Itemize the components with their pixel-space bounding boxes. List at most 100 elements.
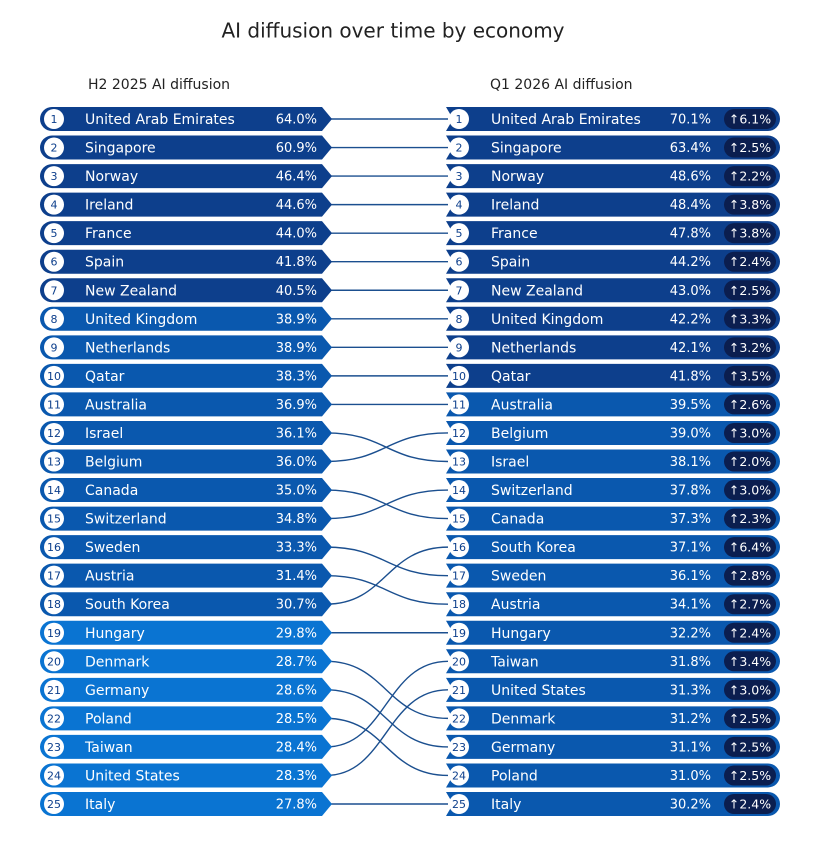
rank: 24 <box>47 769 61 782</box>
rank: 21 <box>452 684 466 697</box>
connector <box>325 717 449 777</box>
change: ↑2.4% <box>729 797 771 812</box>
rank: 5 <box>456 227 463 240</box>
country: France <box>491 226 538 242</box>
country: Netherlands <box>491 340 576 356</box>
rank-badge <box>44 651 64 672</box>
connector <box>325 660 449 720</box>
value: 60.9% <box>276 141 317 156</box>
value: 42.2% <box>670 312 711 327</box>
rank-badge <box>449 679 469 700</box>
change: ↑3.0% <box>729 682 771 697</box>
rank-badge <box>449 365 469 386</box>
rank: 4 <box>456 199 463 212</box>
rank: 16 <box>452 541 466 554</box>
country: Denmark <box>491 711 556 727</box>
change: ↑3.0% <box>729 425 771 440</box>
connector <box>325 489 449 520</box>
rank-badge <box>449 622 469 643</box>
value: 40.5% <box>276 284 317 299</box>
change: ↑2.4% <box>729 625 771 640</box>
row-bar <box>40 221 332 246</box>
row-bar <box>40 763 332 788</box>
rank-badge <box>449 166 469 187</box>
rank-badge <box>449 451 469 472</box>
value: 27.8% <box>276 798 317 813</box>
rank: 15 <box>452 513 466 526</box>
row-bar <box>446 478 780 503</box>
country: Sweden <box>491 569 546 585</box>
country: Israel <box>85 426 123 442</box>
country: Italy <box>491 797 521 813</box>
change: ↑2.3% <box>729 511 771 526</box>
country: United Kingdom <box>491 312 603 328</box>
rank: 25 <box>452 798 466 811</box>
rank-badge <box>449 765 469 786</box>
rank-badge <box>44 537 64 558</box>
rank: 23 <box>452 741 466 754</box>
connector <box>325 660 449 748</box>
change-badge <box>724 166 776 187</box>
row-bar <box>446 535 780 560</box>
change: ↑2.5% <box>729 711 771 726</box>
rank-badge <box>44 137 64 158</box>
row-bar <box>446 506 780 531</box>
value: 64.0% <box>276 113 317 128</box>
change: ↑3.3% <box>729 311 771 326</box>
country: Norway <box>85 169 138 185</box>
country: South Korea <box>491 540 576 556</box>
value: 39.0% <box>670 426 711 441</box>
rank-badge <box>449 280 469 301</box>
value: 38.3% <box>276 369 317 384</box>
row-bar <box>40 734 332 759</box>
rank: 11 <box>452 398 466 411</box>
value: 33.3% <box>276 541 317 556</box>
rank-badge <box>449 594 469 615</box>
rank: 13 <box>47 456 61 469</box>
title: AI diffusion over time by economy <box>221 19 564 43</box>
rank: 20 <box>452 655 466 668</box>
value: 31.2% <box>670 712 711 727</box>
country: Taiwan <box>84 740 133 756</box>
row-bar <box>40 335 332 360</box>
change-badge <box>724 394 776 415</box>
row-bar <box>40 306 332 331</box>
rank: 8 <box>456 313 463 326</box>
row-bar <box>446 135 780 160</box>
rank: 15 <box>47 513 61 526</box>
row-bar <box>446 592 780 617</box>
country: Belgium <box>491 426 548 442</box>
row-bar <box>446 221 780 246</box>
value: 63.4% <box>670 141 711 156</box>
row-bar <box>40 677 332 702</box>
rank-badge <box>44 594 64 615</box>
row-bar <box>40 535 332 560</box>
change-badge <box>724 651 776 672</box>
country: United States <box>85 768 180 784</box>
country: United Kingdom <box>85 312 197 328</box>
rank: 22 <box>47 712 61 725</box>
rank: 22 <box>452 712 466 725</box>
country: United States <box>491 683 586 699</box>
rank: 25 <box>47 798 61 811</box>
change: ↑3.5% <box>729 368 771 383</box>
row-bar <box>40 592 332 617</box>
rank: 10 <box>452 370 466 383</box>
value: 31.0% <box>670 769 711 784</box>
country: Ireland <box>491 198 539 214</box>
country: Germany <box>491 740 555 756</box>
value: 28.4% <box>276 740 317 755</box>
rank: 7 <box>456 284 463 297</box>
rank-badge <box>449 651 469 672</box>
country: Norway <box>491 169 544 185</box>
value: 36.0% <box>276 455 317 470</box>
rank-badge <box>449 565 469 586</box>
rank-badge <box>449 422 469 443</box>
value: 28.5% <box>276 712 317 727</box>
change-badge <box>724 251 776 272</box>
rank: 19 <box>452 627 466 640</box>
country: Taiwan <box>490 654 539 670</box>
value: 28.3% <box>276 769 317 784</box>
rank-badge <box>44 422 64 443</box>
value: 29.8% <box>276 626 317 641</box>
